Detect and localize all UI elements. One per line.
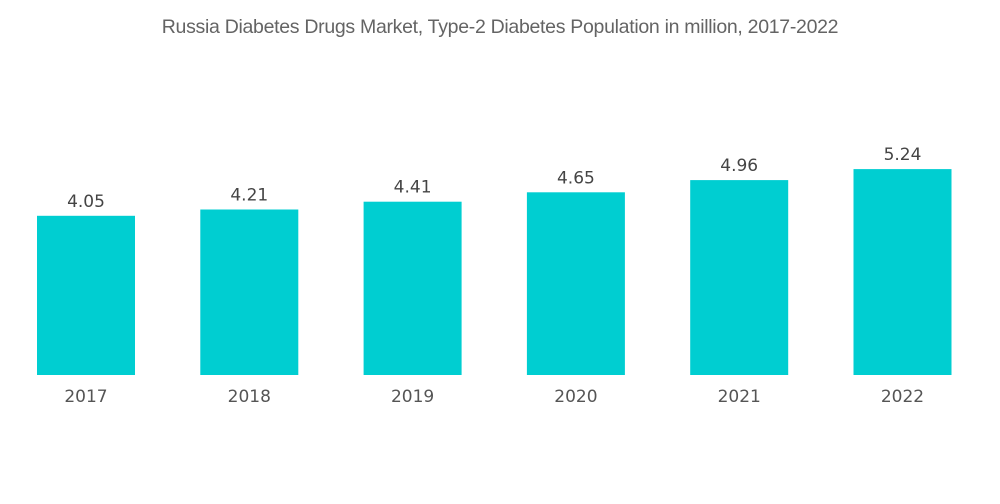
x-tick-label-2021: 2021: [718, 387, 761, 407]
data-label-2017: 4.05: [67, 192, 105, 212]
x-tick-label-2022: 2022: [881, 387, 924, 407]
bar-2018: [200, 209, 299, 375]
bar-2020: [526, 192, 625, 375]
x-tick-label-2020: 2020: [554, 387, 597, 407]
x-tick-label-2019: 2019: [391, 387, 434, 407]
data-label-2022: 5.24: [884, 145, 922, 165]
x-tick-label-2018: 2018: [228, 387, 271, 407]
data-label-2019: 4.41: [394, 178, 432, 198]
chart-title: Russia Diabetes Drugs Market, Type-2 Dia…: [161, 16, 839, 38]
bar-2021: [690, 180, 789, 375]
bar-2019: [363, 201, 462, 375]
bar-2017: [37, 215, 135, 375]
data-label-2021: 4.96: [720, 156, 758, 176]
x-tick-label-2017: 2017: [64, 387, 107, 407]
data-label-2020: 4.65: [557, 168, 595, 188]
bar-2022: [853, 169, 952, 375]
data-label-2018: 4.21: [230, 186, 268, 206]
